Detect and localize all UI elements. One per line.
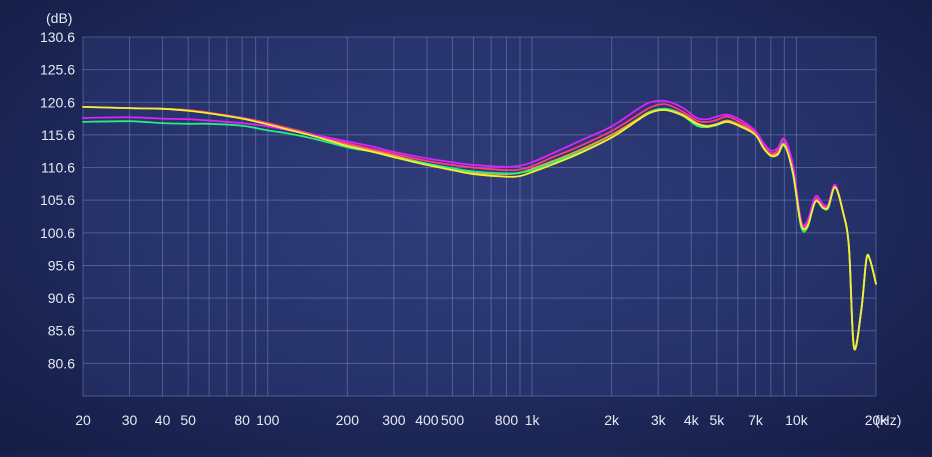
x-axis-unit-label: (Hz)	[875, 412, 901, 428]
y-tick-label: 95.6	[48, 257, 75, 273]
x-tick-label: 1k	[525, 412, 541, 428]
y-axis-unit-label: (dB)	[46, 10, 72, 26]
axis-layer: 130.6 125.6 120.6 115.6 110.6 105.6 100.6 95.6 9…	[40, 29, 888, 428]
x-tick-label: 50	[180, 412, 196, 428]
x-tick-label: 800	[495, 412, 519, 428]
y-tick-label: 100.6	[40, 225, 75, 241]
y-tick-label: 105.6	[40, 192, 75, 208]
grid-layer	[82, 36, 877, 397]
x-tick-label: 100	[256, 412, 280, 428]
plot-area	[83, 37, 876, 396]
x-tick-label: 300	[382, 412, 406, 428]
y-tick-label: 85.6	[48, 323, 75, 339]
x-tick-label: 30	[122, 412, 138, 428]
y-tick-label: 110.6	[41, 160, 75, 176]
x-tick-label: 10k	[785, 412, 809, 428]
y-tick-label: 115.6	[41, 127, 75, 143]
series-layer	[82, 99, 877, 351]
x-tick-label: 7k	[748, 412, 764, 428]
x-tick-label: 80	[234, 412, 250, 428]
y-tick-label: 90.6	[48, 290, 75, 306]
x-tick-label: 40	[155, 412, 171, 428]
x-tick-label: 3k	[651, 412, 667, 428]
y-tick-label: 80.6	[48, 355, 75, 371]
x-tick-label: 200	[336, 412, 360, 428]
x-tick-label: 20k	[865, 412, 889, 428]
x-tick-label: 500	[441, 412, 465, 428]
series-line-5	[82, 105, 877, 351]
x-tick-label: 5k	[709, 412, 725, 428]
x-tick-label: 4k	[684, 412, 700, 428]
y-tick-label: 130.6	[40, 29, 75, 45]
y-tick-label: 125.6	[40, 62, 75, 78]
x-tick-label: 400	[415, 412, 439, 428]
x-tick-label: 2k	[604, 412, 620, 428]
y-tick-label: 120.6	[40, 94, 75, 110]
x-tick-label: 20	[75, 412, 91, 428]
